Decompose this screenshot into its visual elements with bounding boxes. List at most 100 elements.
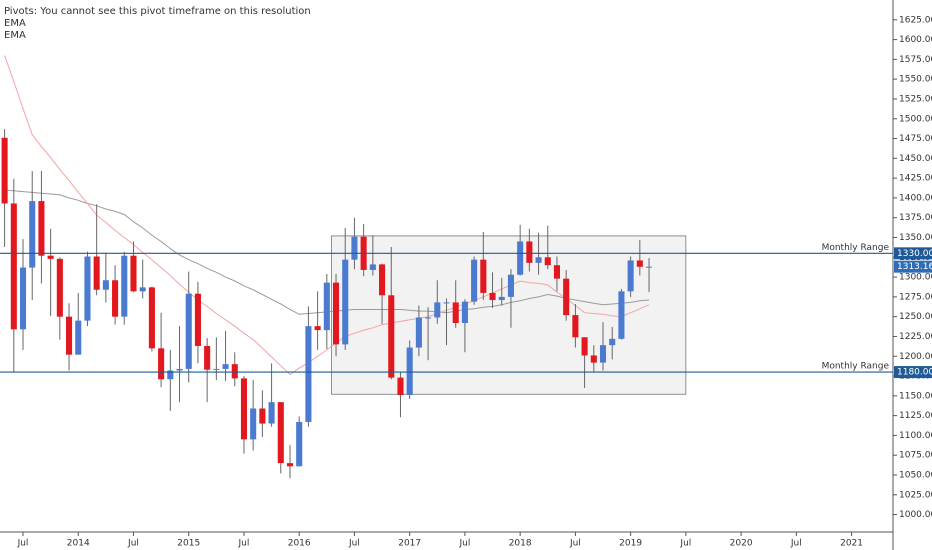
y-tick-label: 1425.00 <box>899 174 932 184</box>
candle-body <box>194 293 201 346</box>
x-tick-label: Jul <box>569 539 581 549</box>
candle-body <box>480 259 487 293</box>
x-tick-label: Jul <box>348 539 360 549</box>
candle-body <box>351 236 358 260</box>
candle-body <box>139 287 146 292</box>
candle-body <box>130 255 137 292</box>
candle-body <box>332 282 340 345</box>
candle-body <box>93 256 100 290</box>
y-tick-label: 1500.00 <box>899 114 932 124</box>
x-tick-label: 2019 <box>619 539 642 549</box>
candle-body <box>102 280 109 290</box>
candle-body <box>213 368 220 370</box>
x-tick-label: Jul <box>17 539 29 549</box>
range-box <box>331 235 687 395</box>
candle-body <box>66 316 73 355</box>
price-label: 1330.00 <box>897 249 932 259</box>
y-tick-label: 1150.00 <box>899 391 932 401</box>
y-tick-label: 1100.00 <box>899 431 932 441</box>
price-box <box>894 366 932 379</box>
range-text: Monthly Range <box>822 243 890 253</box>
legend-entry: EMA <box>4 18 26 29</box>
candle-body <box>369 264 376 270</box>
x-tick-label: 2014 <box>67 539 90 549</box>
candle-body <box>535 257 542 263</box>
candle-body <box>231 364 238 379</box>
y-tick-label: 1000.00 <box>899 510 932 520</box>
candle-body <box>185 293 192 369</box>
y-tick-label: 1250.00 <box>899 312 932 322</box>
x-tick-label: 2016 <box>288 539 311 549</box>
candle-body <box>627 260 634 292</box>
candle-body <box>296 421 303 467</box>
candle-body <box>397 377 404 396</box>
y-tick-label: 1075.00 <box>899 451 932 461</box>
x-tick-label: 2015 <box>177 539 200 549</box>
candle-body <box>10 203 17 330</box>
candle-body <box>47 255 54 259</box>
y-tick-label: 1375.00 <box>899 213 932 223</box>
y-tick-label: 1350.00 <box>899 233 932 243</box>
candle-body <box>167 370 174 380</box>
candle-body <box>415 317 422 348</box>
candle-body <box>75 320 82 355</box>
y-tick-label: 1575.00 <box>899 55 932 65</box>
candle-body <box>489 292 496 301</box>
candle-body <box>388 295 395 378</box>
candle-body <box>452 302 459 323</box>
candle-body <box>406 347 413 396</box>
range-text: Monthly Range <box>822 362 890 372</box>
candle-body <box>148 287 155 349</box>
candle-body <box>636 260 643 267</box>
candle-body <box>121 255 128 317</box>
candle-body <box>609 338 616 346</box>
candle-body <box>314 326 321 331</box>
last-price-label: 1313.16 <box>897 262 932 272</box>
candle-body <box>425 317 432 319</box>
candle-body <box>222 364 229 369</box>
candle-body <box>590 355 597 363</box>
ema-line <box>4 55 650 376</box>
candle-body <box>526 241 533 263</box>
y-tick-label: 1625.00 <box>899 15 932 25</box>
y-tick-label: 1300.00 <box>899 273 932 283</box>
candle-body <box>572 315 579 338</box>
legend-entry: EMA <box>4 30 26 41</box>
candle-body <box>1 137 8 204</box>
last-price-box <box>894 260 932 273</box>
y-tick-label: 1125.00 <box>899 411 932 421</box>
candle-body <box>240 378 248 440</box>
candle-body <box>84 256 91 321</box>
x-tick-label: 2020 <box>730 539 753 549</box>
price-box <box>894 247 932 260</box>
candle-body <box>19 267 27 330</box>
x-tick-label: Jul <box>458 539 470 549</box>
x-tick-label: Jul <box>238 539 250 549</box>
candle-body <box>29 201 36 268</box>
candle-body <box>204 345 211 370</box>
candle-body <box>544 257 551 266</box>
candle-body <box>553 265 561 279</box>
y-tick-label: 1550.00 <box>899 75 932 85</box>
y-tick-label: 1475.00 <box>899 134 932 144</box>
y-tick-label: 1450.00 <box>899 154 932 164</box>
candle-body <box>563 278 570 316</box>
candle-body <box>342 259 349 345</box>
candle-body <box>507 274 514 297</box>
candle-body <box>443 302 450 304</box>
y-tick-label: 1400.00 <box>899 193 932 203</box>
x-tick-label: Jul <box>127 539 139 549</box>
price-label: 1180.00 <box>897 368 932 378</box>
y-tick-label: 1600.00 <box>899 35 932 45</box>
candle-body <box>618 291 625 339</box>
candle-body <box>599 345 607 363</box>
candle-body <box>581 337 588 356</box>
indicator-note: Pivots: You cannot see this pivot timefr… <box>4 6 311 17</box>
x-tick-label: 2017 <box>398 539 421 549</box>
candle-body <box>268 402 275 424</box>
candle-body <box>277 402 284 464</box>
y-tick-label: 1275.00 <box>899 292 932 302</box>
candle-body <box>250 408 257 440</box>
candle-body <box>379 264 386 296</box>
candle-body <box>176 368 183 371</box>
